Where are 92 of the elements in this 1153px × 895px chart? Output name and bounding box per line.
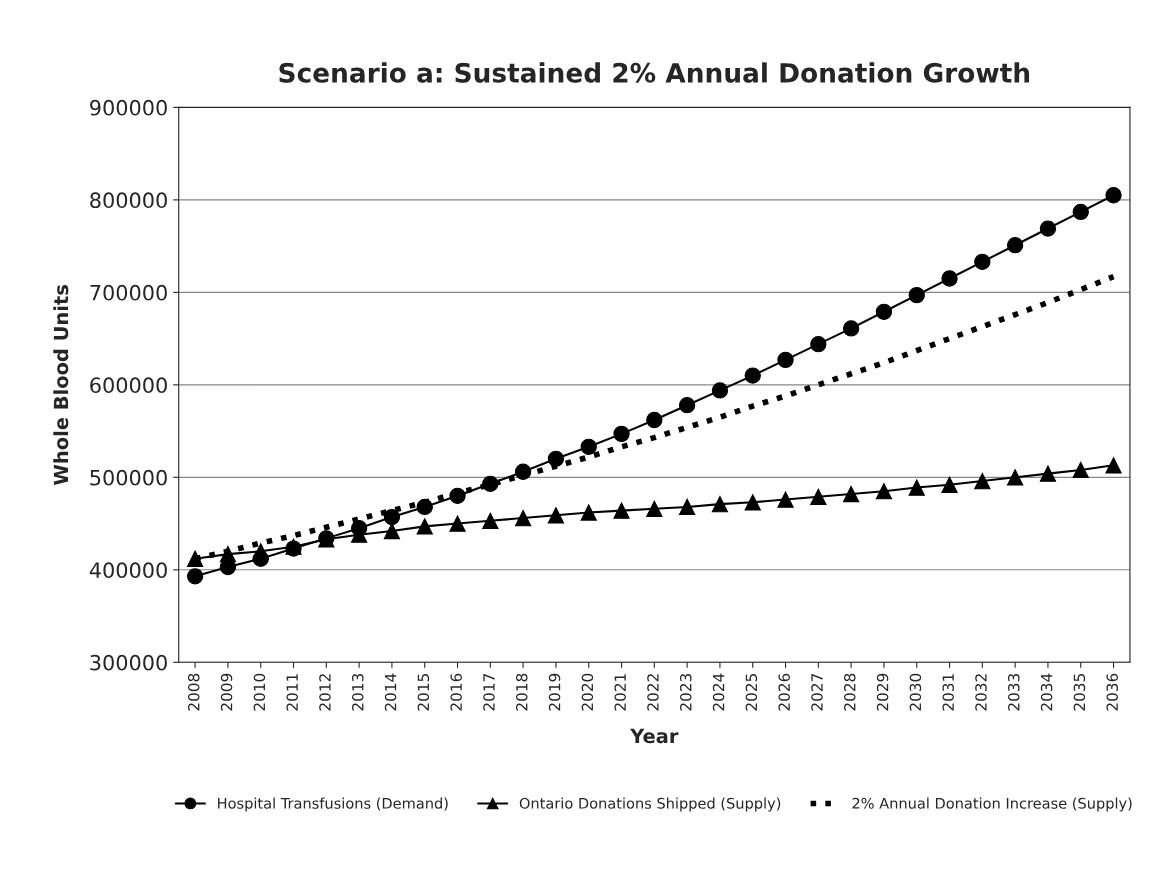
x-tick-label: 2034 <box>1040 673 1053 711</box>
x-tick-label: 2016 <box>450 673 462 711</box>
point <box>842 320 860 337</box>
point <box>1072 203 1089 221</box>
point <box>646 500 663 517</box>
y-tick-label: 700000 <box>90 284 167 301</box>
x-tick-label: 2032 <box>975 674 987 711</box>
x-tick-label: 2029 <box>876 673 889 711</box>
y-tick-label: 300000 <box>90 654 167 671</box>
point <box>1105 187 1122 204</box>
point <box>613 502 630 519</box>
x-tick-label: 2036 <box>1106 673 1118 711</box>
point <box>908 286 925 304</box>
x-tick-label: 2027 <box>811 674 823 711</box>
legend-label: Ontario Donations Shipped (Supply) <box>519 797 781 812</box>
point <box>1039 220 1057 237</box>
point <box>416 498 433 516</box>
point <box>449 515 466 532</box>
point <box>186 550 204 567</box>
point <box>1072 461 1089 479</box>
x-tick-label: 2019 <box>548 673 561 711</box>
point <box>678 498 696 516</box>
point <box>449 487 466 504</box>
point <box>974 472 991 490</box>
chart-title: Scenario a: Sustained 2% Annual Donation Growth <box>279 62 1030 83</box>
x-tick-label: 2023 <box>680 673 692 711</box>
point <box>678 397 696 414</box>
point <box>711 496 729 513</box>
point <box>383 522 401 540</box>
legend-label: Hospital Transfusions (Demand) <box>218 797 448 812</box>
x-tick-label: 2026 <box>778 673 790 711</box>
point <box>580 504 597 521</box>
point <box>744 367 761 384</box>
point <box>941 270 958 287</box>
x-tick-label: 2030 <box>909 673 922 711</box>
point <box>416 518 433 535</box>
x-tick-label: 2033 <box>1008 673 1020 711</box>
point <box>482 475 499 492</box>
x-tick-label: 2013 <box>352 673 364 711</box>
y-tick-label: 800000 <box>90 192 167 209</box>
x-tick-label: 2021 <box>614 674 626 711</box>
point <box>842 485 860 503</box>
x-tick-label: 2017 <box>483 674 495 711</box>
point <box>810 488 827 505</box>
x-axis-title: Year <box>630 728 679 744</box>
x-tick-label: 2011 <box>286 674 298 711</box>
x-tick-label: 2028 <box>844 673 856 711</box>
point <box>908 479 925 496</box>
y-tick-label: 500000 <box>90 469 167 486</box>
point <box>252 550 269 567</box>
point <box>547 507 565 524</box>
point <box>186 568 204 585</box>
point <box>514 463 532 480</box>
point <box>1006 237 1024 254</box>
y-tick-label: 900000 <box>90 99 167 116</box>
point <box>810 336 827 353</box>
point <box>580 438 597 455</box>
point <box>514 509 532 527</box>
y-tick-label: 400000 <box>89 562 167 579</box>
y-axis-title: Whole Blood Units <box>53 285 69 485</box>
point <box>646 411 663 429</box>
point <box>482 512 499 529</box>
x-tick-label: 2009 <box>220 673 233 711</box>
x-tick-label: 2020 <box>581 673 594 711</box>
x-tick-label: 2010 <box>253 673 266 711</box>
point <box>547 450 565 467</box>
legend-label: 2% Annual Donation Increase (Supply) <box>852 797 1132 812</box>
point <box>941 476 958 493</box>
y-tick-label: 600000 <box>90 377 167 394</box>
x-tick-label: 2014 <box>384 673 397 711</box>
x-tick-label: 2015 <box>417 674 430 711</box>
point <box>383 508 401 526</box>
x-tick-label: 2025 <box>745 674 758 711</box>
point <box>777 491 794 508</box>
point <box>777 351 794 369</box>
x-tick-label: 2008 <box>187 673 200 711</box>
point <box>1006 469 1024 486</box>
x-tick-label: 2035 <box>1073 674 1086 711</box>
point <box>1105 457 1122 474</box>
point <box>613 425 630 443</box>
x-tick-label: 2018 <box>516 673 528 711</box>
point <box>350 520 368 537</box>
point <box>974 253 991 271</box>
x-tick-label: 2022 <box>647 674 659 711</box>
point <box>875 483 893 500</box>
x-tick-label: 2012 <box>319 674 331 711</box>
point <box>711 382 729 399</box>
point <box>744 494 761 511</box>
point <box>875 303 893 320</box>
x-tick-label: 2031 <box>942 674 954 711</box>
x-tick-label: 2024 <box>712 673 725 711</box>
point <box>1039 465 1057 482</box>
